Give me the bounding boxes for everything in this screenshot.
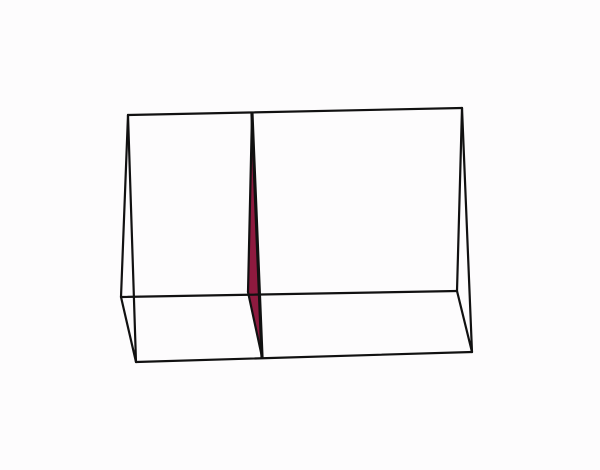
front-base-edge <box>134 350 474 364</box>
section-base-edge <box>246 290 264 359</box>
right-front-slant-edge <box>460 106 474 354</box>
section-back-edge <box>246 112 254 294</box>
left-front-slant-edge <box>126 113 138 364</box>
back-base-edge <box>119 289 459 299</box>
right-base-edge <box>455 289 474 354</box>
left-back-slant-edge <box>119 113 130 299</box>
right-back-slant-edge <box>455 106 464 293</box>
top-ridge-edge <box>126 106 464 117</box>
left-base-edge <box>119 295 138 364</box>
section-front-edge <box>250 112 264 359</box>
prism-edges <box>119 106 474 364</box>
